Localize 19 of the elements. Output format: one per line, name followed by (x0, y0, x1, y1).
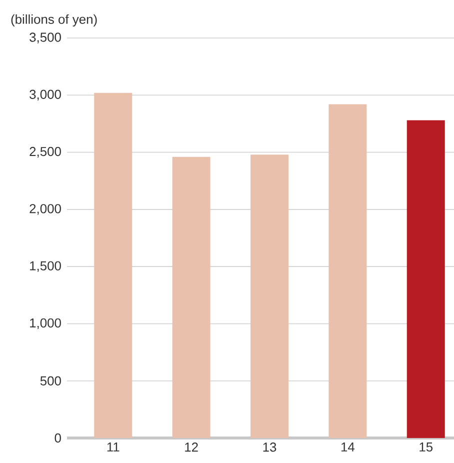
y-tick-label: 2,000 (30, 204, 61, 215)
x-tick-label: 13 (263, 442, 276, 452)
x-tick-label: 15 (420, 442, 433, 452)
bar (172, 156, 210, 438)
x-tick-label: 12 (185, 442, 198, 452)
x-tick-label: 11 (107, 442, 120, 452)
y-tick-label: 2,500 (30, 146, 61, 158)
y-axis-title: (billions of yen) (11, 14, 97, 26)
bar (250, 154, 288, 438)
y-tick-label: 0 (54, 433, 61, 443)
y-tick-label: 500 (40, 376, 61, 386)
bar (94, 92, 132, 438)
y-tick-label: 3,000 (30, 90, 61, 100)
bar (406, 120, 445, 438)
x-tick-label: 14 (341, 442, 355, 452)
bar (328, 104, 367, 438)
y-tick-label: 1,000 (30, 318, 61, 330)
y-tick-label: 1,500 (30, 261, 61, 272)
y-tick-label: 3,500 (30, 32, 61, 44)
